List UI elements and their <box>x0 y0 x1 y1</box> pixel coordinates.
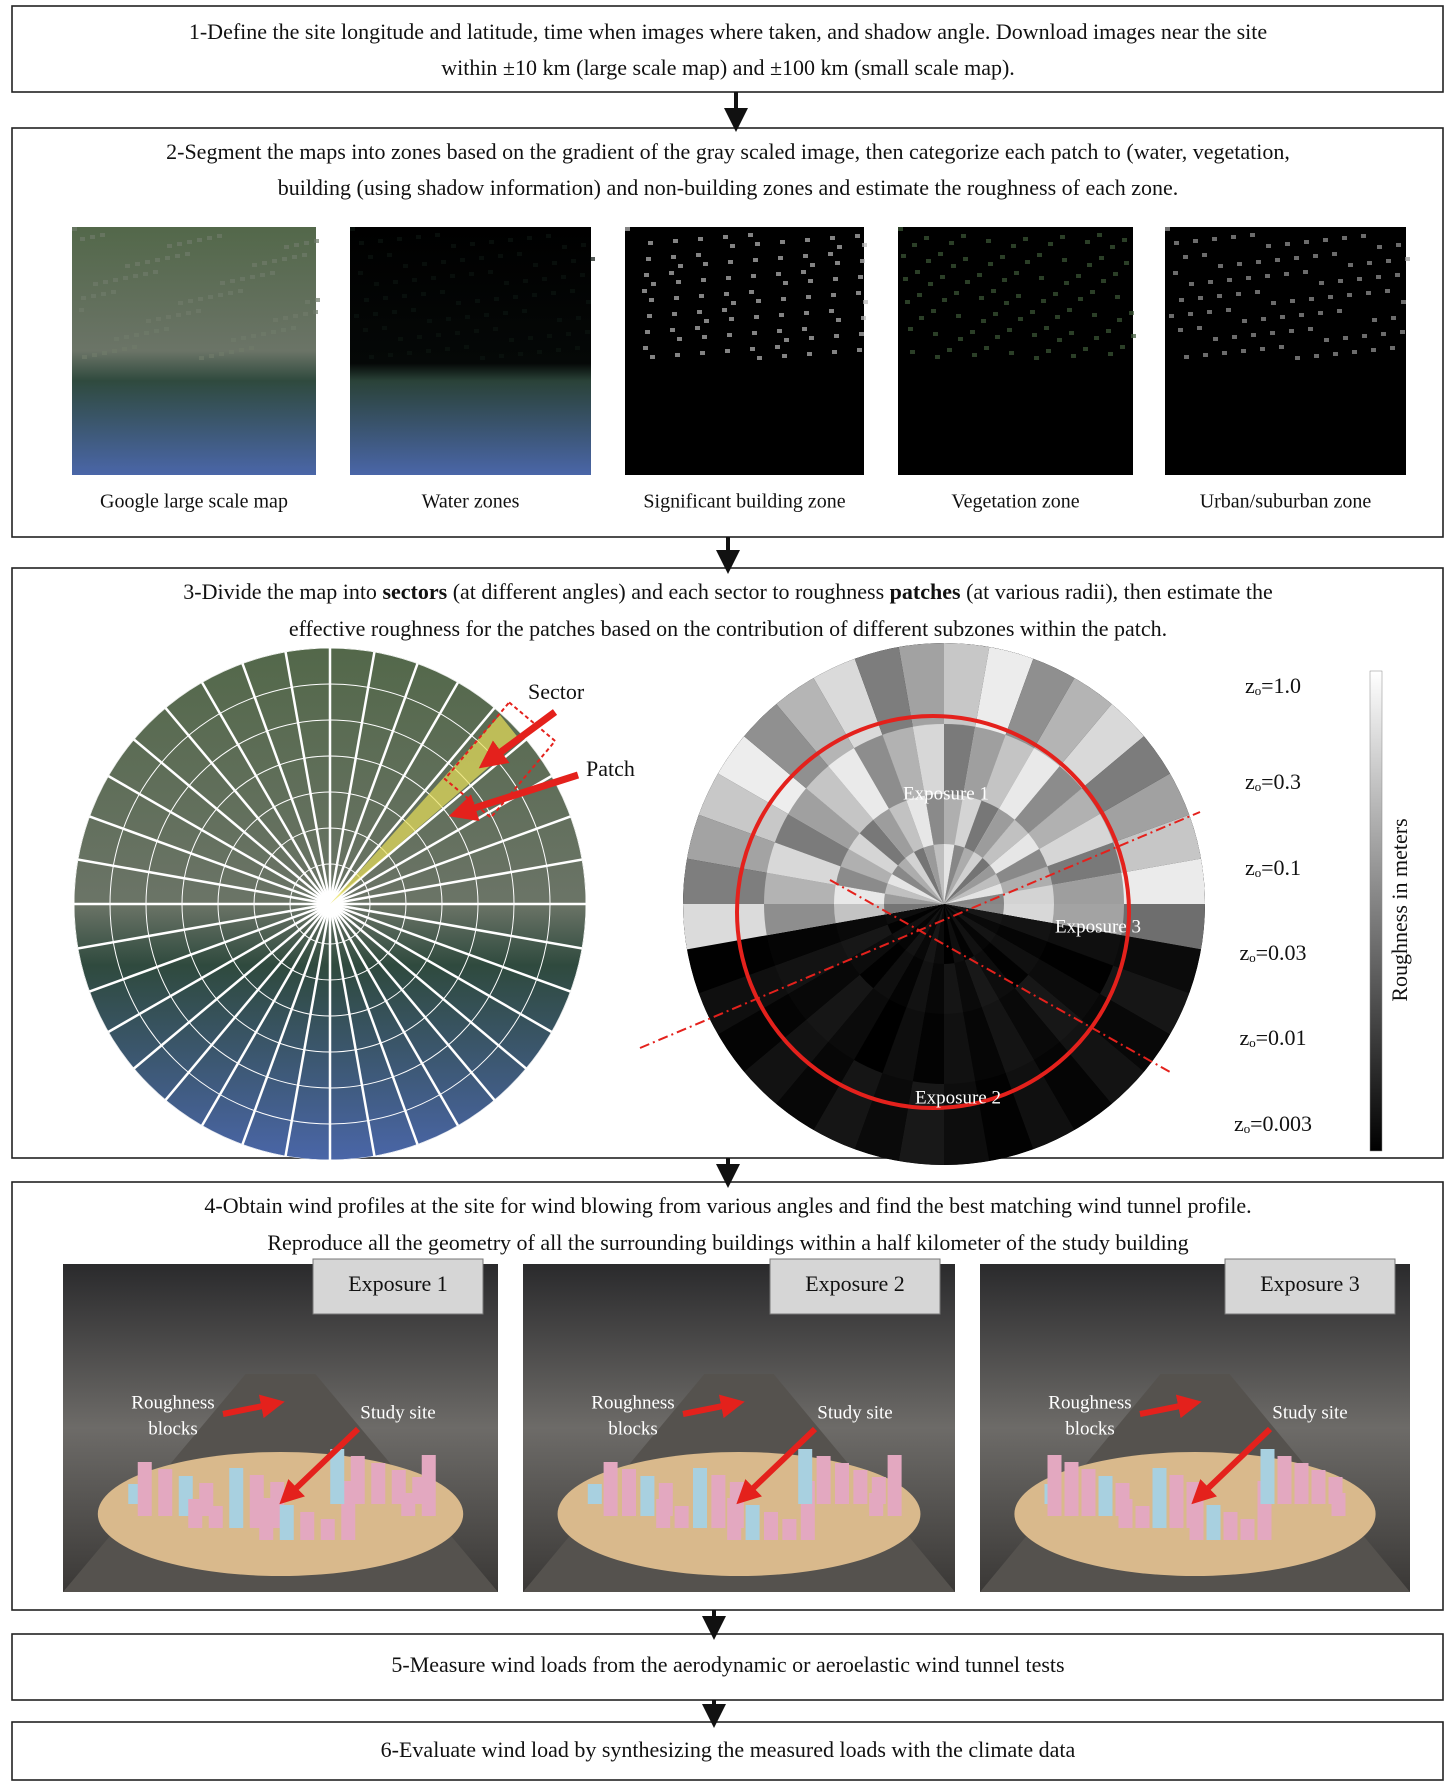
exposure-tag-label: Exposure 1 <box>348 1271 448 1296</box>
zone-image <box>625 227 868 475</box>
step-text: building (using shadow information) and … <box>278 175 1179 200</box>
step-text: Reproduce all the geometry of all the su… <box>267 1230 1188 1255</box>
step-text: 3-Divide the map into sectors (at differ… <box>183 579 1272 604</box>
text-run: patches <box>890 579 961 604</box>
text-run: 3-Divide the map into <box>183 579 382 604</box>
sector-label: Sector <box>528 679 585 704</box>
exposure-label: Exposure 2 <box>915 1087 1001 1108</box>
roughness-level: zₒ=0.1 <box>1245 855 1301 880</box>
exposure-label: Exposure 3 <box>1055 916 1141 937</box>
photo-label: Study site <box>817 1402 892 1423</box>
photo-label: Roughness <box>1048 1392 1131 1413</box>
zone-image <box>72 227 320 475</box>
zone-image <box>898 227 1136 475</box>
image-caption: Water zones <box>422 491 520 513</box>
image-caption: Urban/suburban zone <box>1200 491 1372 513</box>
photo-label: blocks <box>1065 1418 1115 1439</box>
text-run: sectors <box>382 579 447 604</box>
colorbar <box>1370 671 1382 1151</box>
photo-label: Roughness <box>131 1392 214 1413</box>
step-text: 2-Segment the maps into zones based on t… <box>166 139 1290 164</box>
step-text: within ±10 km (large scale map) and ±100… <box>441 55 1015 80</box>
colorbar-label: Roughness in meters <box>1387 818 1412 1001</box>
roughness-level: zₒ=0.3 <box>1245 769 1301 794</box>
image-caption: Google large scale map <box>100 491 288 513</box>
photo-label: Roughness <box>591 1392 674 1413</box>
photo-label: blocks <box>148 1418 198 1439</box>
photo-label: Study site <box>360 1402 435 1423</box>
zone-image <box>350 227 595 475</box>
patch-label: Patch <box>586 756 635 781</box>
step-text: 6-Evaluate wind load by synthesizing the… <box>381 1737 1076 1762</box>
roughness-level: zₒ=1.0 <box>1245 673 1301 698</box>
step-text: 4-Obtain wind profiles at the site for w… <box>204 1193 1251 1218</box>
step-text: effective roughness for the patches base… <box>289 616 1167 641</box>
roughness-level: zₒ=0.003 <box>1234 1111 1312 1136</box>
diagram: 1-Define the site longitude and latitude… <box>0 0 1455 1785</box>
photo-label: Study site <box>1272 1402 1347 1423</box>
step-text: 5-Measure wind loads from the aerodynami… <box>391 1652 1064 1677</box>
photo-label: blocks <box>608 1418 658 1439</box>
exposure-label: Exposure 1 <box>903 783 989 804</box>
text-run: (at different angles) and each sector to… <box>447 579 889 604</box>
roughness-level: zₒ=0.01 <box>1239 1025 1306 1050</box>
step-text: 1-Define the site longitude and latitude… <box>189 19 1267 44</box>
zone-image <box>1165 227 1410 475</box>
roughness-level: zₒ=0.03 <box>1239 940 1306 965</box>
image-caption: Significant building zone <box>643 491 845 513</box>
exposure-tag-label: Exposure 2 <box>805 1271 905 1296</box>
exposure-tag-label: Exposure 3 <box>1260 1271 1360 1296</box>
image-caption: Vegetation zone <box>951 491 1079 513</box>
text-run: (at various radii), then estimate the <box>961 579 1273 604</box>
